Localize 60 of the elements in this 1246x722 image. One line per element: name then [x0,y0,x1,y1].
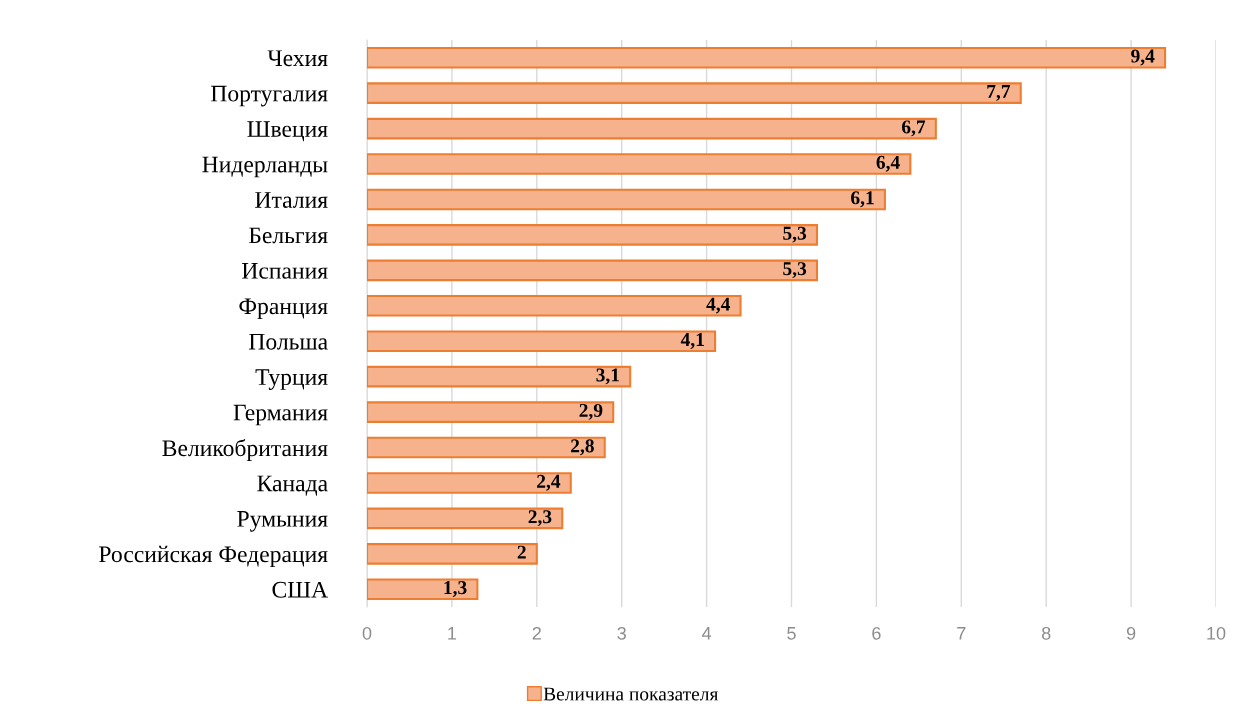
x-tick-label: 10 [1207,626,1226,640]
y-tick-label: Нидерланды [202,156,328,178]
x-tick-label: 6 [872,626,881,640]
data-label: 2,3 [528,510,552,527]
data-label: 9,4 [1131,49,1155,66]
bar [367,153,912,175]
data-label: 2,8 [571,439,594,456]
y-tick-label: Швеция [247,121,328,142]
bar [367,507,564,530]
bar [367,543,538,565]
data-label: 2,9 [579,403,603,420]
bar [367,578,479,601]
data-label: 6,1 [851,191,874,208]
bar [367,224,819,246]
data-label: 5,3 [783,262,807,279]
bar [367,259,819,282]
bar [367,472,572,494]
data-label: 4,4 [706,297,731,314]
y-tick-label: Румыния [237,511,328,532]
y-tick-label: Польша [249,333,328,350]
data-label: 6,7 [902,120,926,137]
y-tick-label: Италия [255,192,328,208]
bar [367,436,606,459]
bar [367,188,886,211]
bar [367,330,717,352]
y-tick-label: Российская Федерация [99,545,328,568]
data-label: 5,3 [783,226,807,243]
x-tick-label: 2 [532,626,541,640]
y-tick-label: Германия [233,404,328,426]
data-label: 1,3 [444,581,467,597]
y-tick-label: Франция [239,298,328,319]
data-label: 3,1 [596,368,619,385]
x-tick-label: 7 [957,627,966,640]
y-tick-label: США [272,581,328,598]
y-tick-label: Бельгия [249,227,328,244]
x-tick-label: 8 [1041,626,1051,640]
y-tick-label: Португалия [211,85,328,107]
x-tick-label: 4 [701,627,712,640]
x-tick-label: 3 [617,626,626,640]
y-tick-label: Канада [257,475,328,496]
legend-label: Величина показателя [543,687,719,701]
data-label: 4,1 [680,333,704,349]
bar [367,401,615,423]
data-label: 2,4 [537,474,561,491]
bar [367,46,1167,69]
y-tick-label: Чехия [267,50,328,67]
data-label: 7,7 [987,85,1011,101]
bar [367,365,632,388]
bar [367,82,1022,104]
y-tick-label: Великобритания [162,439,328,462]
data-label: 6,4 [876,155,900,172]
x-tick-label: 0 [362,626,372,640]
bar [367,117,937,140]
y-tick-label: Турция [255,369,328,390]
data-label: 2 [517,545,526,559]
x-tick-label: 1 [448,627,457,640]
x-tick-label: 5 [787,627,796,640]
y-tick-label: Испания [242,263,328,279]
x-tick-label: 9 [1126,626,1136,640]
bar [367,295,742,317]
